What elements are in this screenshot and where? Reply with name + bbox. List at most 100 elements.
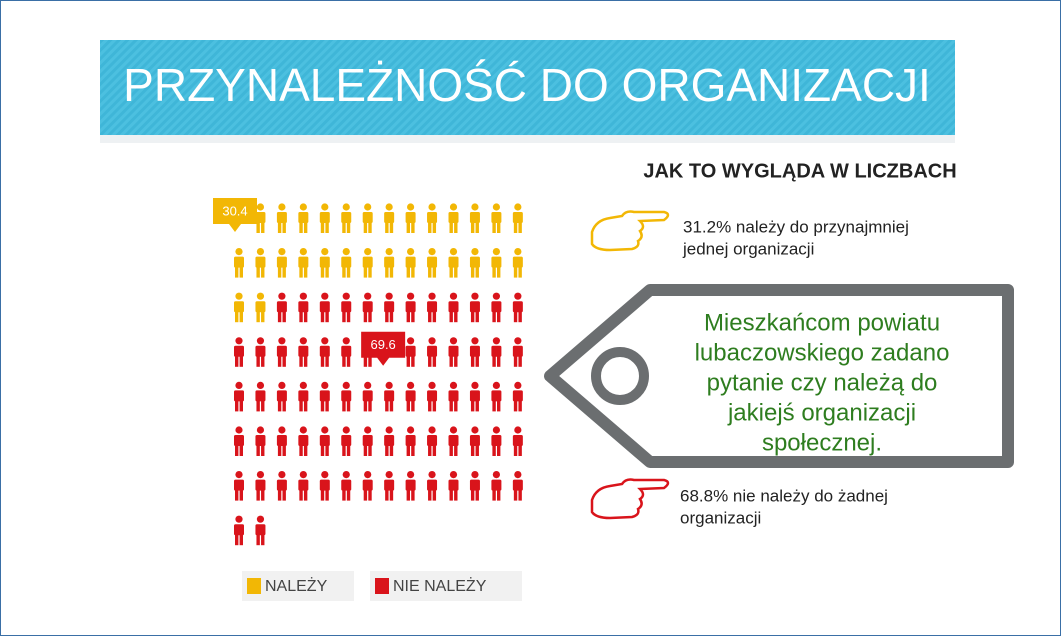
- icon-head: [256, 203, 265, 211]
- icon-leg: [428, 489, 432, 501]
- icon-leg: [303, 445, 308, 456]
- icon-leg: [320, 311, 325, 323]
- person-icon: [255, 248, 266, 278]
- icon-leg: [346, 222, 351, 233]
- value-label: 30.4: [222, 203, 247, 218]
- icon-head: [449, 203, 458, 211]
- icon-leg: [411, 355, 415, 367]
- icon-leg: [406, 400, 410, 412]
- icon-leg: [492, 355, 496, 367]
- icon-leg: [406, 222, 410, 233]
- icon-body: [234, 301, 244, 313]
- icon-leg: [299, 400, 303, 412]
- icon-head: [492, 471, 500, 479]
- icon-leg: [492, 445, 496, 456]
- icon-head: [385, 203, 393, 211]
- icon-head: [514, 426, 522, 434]
- icon-leg: [325, 355, 329, 367]
- person-icon: [234, 292, 244, 323]
- icon-leg: [513, 489, 518, 501]
- person-icon: [512, 337, 523, 367]
- icon-body: [384, 212, 395, 223]
- icon-body: [469, 301, 480, 313]
- icon-body: [405, 301, 416, 313]
- icon-leg: [346, 355, 351, 367]
- icon-body: [341, 479, 352, 491]
- legend-label: NIE NALEŻY: [393, 576, 487, 595]
- icon-leg: [406, 266, 410, 278]
- icon-body: [491, 435, 502, 446]
- icon-head: [449, 426, 458, 434]
- icon-leg: [282, 266, 286, 278]
- icon-leg: [411, 266, 415, 278]
- icon-leg: [325, 266, 329, 278]
- icon-body: [319, 435, 330, 446]
- icon-leg: [303, 222, 308, 233]
- icon-leg: [368, 355, 372, 367]
- icon-leg: [428, 445, 432, 456]
- icon-leg: [320, 489, 325, 501]
- icon-head: [364, 381, 372, 389]
- icon-body: [234, 390, 244, 402]
- icon-head: [278, 292, 286, 300]
- person-icon: [448, 248, 459, 278]
- icon-leg: [513, 355, 518, 367]
- icon-head: [299, 381, 307, 389]
- icon-leg: [320, 400, 325, 412]
- icon-leg: [299, 489, 303, 501]
- icon-leg: [518, 445, 522, 456]
- person-icon: [319, 248, 330, 278]
- icon-leg: [346, 489, 351, 501]
- icon-head: [342, 426, 350, 434]
- icon-head: [321, 337, 329, 345]
- icon-body: [405, 390, 416, 402]
- icon-leg: [518, 222, 522, 233]
- icon-leg: [342, 311, 346, 323]
- icon-body: [512, 435, 523, 446]
- icon-head: [492, 248, 500, 256]
- person-icon: [341, 426, 352, 456]
- icon-leg: [411, 311, 415, 323]
- person-icon: [384, 248, 395, 278]
- icon-leg: [497, 222, 501, 233]
- icon-body: [362, 435, 373, 446]
- icon-leg: [518, 400, 522, 412]
- icon-leg: [277, 311, 282, 323]
- person-icon: [319, 337, 330, 367]
- title-banner: [100, 40, 955, 135]
- icon-leg: [385, 266, 389, 278]
- person-icon: [469, 426, 480, 456]
- person-icon: [234, 471, 244, 501]
- icon-leg: [342, 222, 346, 233]
- icon-head: [428, 292, 436, 300]
- icon-head: [235, 248, 243, 256]
- icon-head: [364, 426, 372, 434]
- icon-body: [341, 212, 352, 223]
- person-icon: [341, 381, 352, 412]
- icon-leg: [235, 266, 239, 278]
- icon-leg: [320, 222, 325, 233]
- icon-body: [491, 345, 502, 357]
- icon-body: [341, 256, 352, 268]
- icon-head: [364, 203, 372, 211]
- icon-leg: [342, 355, 346, 367]
- icon-head: [471, 292, 479, 300]
- icon-leg: [239, 355, 243, 367]
- icon-head: [235, 337, 243, 345]
- icon-body: [298, 212, 309, 223]
- icon-leg: [406, 489, 410, 501]
- person-icon: [512, 381, 523, 412]
- icon-body: [469, 345, 480, 357]
- person-icon: [469, 337, 480, 367]
- icon-head: [385, 248, 393, 256]
- person-icon: [448, 337, 459, 367]
- icon-head: [299, 248, 307, 256]
- icon-leg: [385, 445, 389, 456]
- icon-leg: [432, 400, 437, 412]
- person-icon: [319, 471, 330, 501]
- person-icon: [319, 292, 330, 323]
- icon-body: [427, 479, 438, 491]
- person-icon: [255, 381, 266, 412]
- icon-head: [321, 248, 329, 256]
